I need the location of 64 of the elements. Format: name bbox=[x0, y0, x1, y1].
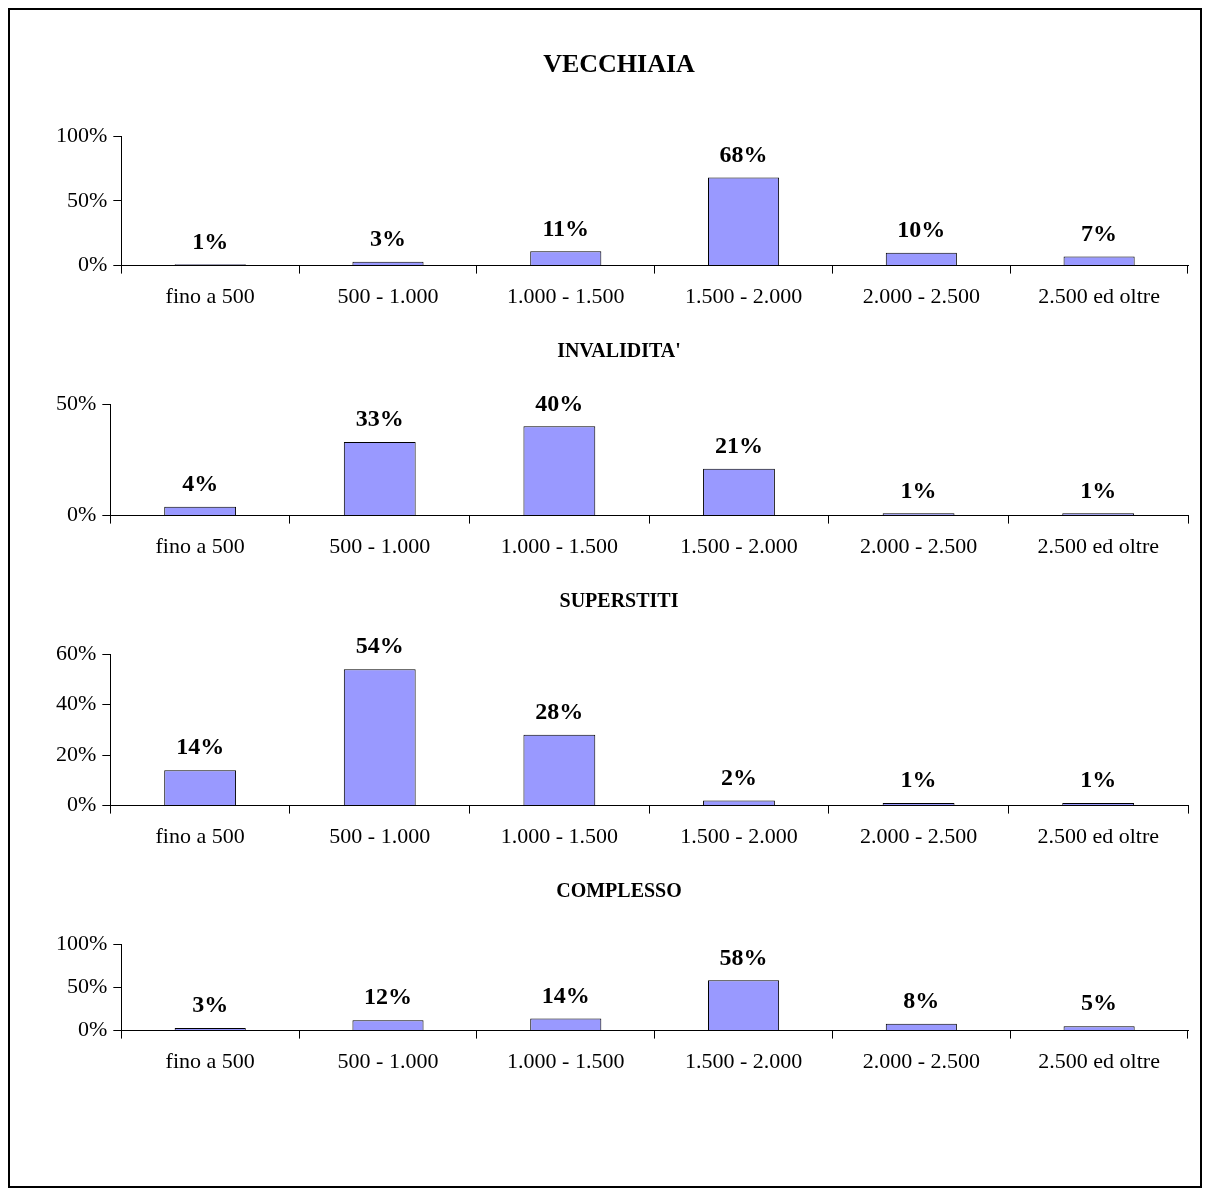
chart-title: COMPLESSO bbox=[556, 879, 682, 902]
chart-title: SUPERSTITI bbox=[559, 589, 679, 612]
x-tick-label: fino a 500 bbox=[165, 1047, 255, 1073]
x-tick-label: 2.500 ed oltre bbox=[1037, 532, 1159, 558]
data-label: 7% bbox=[1081, 219, 1118, 246]
y-tick-label: 0% bbox=[78, 1016, 108, 1042]
data-label: 1% bbox=[900, 476, 937, 503]
x-tick-label: fino a 500 bbox=[155, 822, 245, 848]
x-tick-label: 500 - 1.000 bbox=[337, 1047, 439, 1073]
y-tick-label: 50% bbox=[56, 389, 97, 415]
data-label: 11% bbox=[542, 214, 590, 241]
y-tick-label: 0% bbox=[78, 251, 108, 277]
x-tick-label: 1.000 - 1.500 bbox=[507, 1047, 625, 1073]
x-tick-label: fino a 500 bbox=[155, 532, 245, 558]
y-tick-label: 20% bbox=[56, 740, 97, 766]
x-tick-label: 2.500 ed oltre bbox=[1038, 282, 1160, 308]
chart-title: INVALIDITA' bbox=[557, 339, 681, 362]
y-tick-label: 60% bbox=[56, 639, 97, 665]
x-tick-label: 500 - 1.000 bbox=[329, 822, 431, 848]
x-tick-label: 1.000 - 1.500 bbox=[500, 822, 619, 848]
x-tick-label: 2.500 ed oltre bbox=[1038, 1047, 1160, 1073]
data-label: 28% bbox=[535, 698, 584, 725]
x-tick-label: 1.000 - 1.500 bbox=[500, 532, 619, 558]
x-tick-label: 1.500 - 2.000 bbox=[684, 282, 803, 308]
y-tick-label: 0% bbox=[67, 501, 97, 527]
data-label: 1% bbox=[192, 227, 229, 254]
data-label: 1% bbox=[1080, 766, 1117, 793]
data-label: 3% bbox=[369, 224, 406, 251]
x-tick-label: fino a 500 bbox=[165, 282, 255, 308]
data-label: 4% bbox=[182, 469, 219, 496]
chart-title: VECCHIAIA bbox=[543, 49, 696, 79]
y-tick-label: 0% bbox=[67, 791, 97, 817]
data-label: 8% bbox=[903, 986, 940, 1013]
y-tick-label: 50% bbox=[67, 973, 108, 999]
data-label: 33% bbox=[355, 405, 404, 432]
y-tick-label: 40% bbox=[56, 690, 97, 716]
data-label: 2% bbox=[720, 763, 757, 790]
x-tick-label: 2.000 - 2.500 bbox=[859, 822, 978, 848]
y-tick-label: 100% bbox=[56, 929, 108, 955]
data-label: 21% bbox=[714, 431, 763, 458]
x-tick-label: 2.000 - 2.500 bbox=[862, 1047, 980, 1073]
x-tick-label: 1.500 - 2.000 bbox=[680, 822, 798, 848]
data-label: 3% bbox=[192, 991, 229, 1018]
y-tick-label: 50% bbox=[67, 186, 108, 212]
x-tick-label: 2.500 ed oltre bbox=[1037, 822, 1159, 848]
data-label: 14% bbox=[176, 733, 225, 760]
data-label: 12% bbox=[363, 983, 412, 1010]
data-label: 40% bbox=[535, 389, 584, 416]
data-label: 1% bbox=[900, 766, 937, 793]
data-label: 14% bbox=[541, 981, 590, 1008]
data-label: 68% bbox=[719, 140, 768, 167]
data-label: 58% bbox=[719, 943, 768, 970]
x-tick-label: 500 - 1.000 bbox=[337, 282, 439, 308]
data-label: 1% bbox=[1080, 476, 1117, 503]
x-tick-label: 1.500 - 2.000 bbox=[684, 1047, 803, 1073]
x-tick-label: 1.000 - 1.500 bbox=[507, 282, 625, 308]
data-label: 10% bbox=[897, 215, 946, 242]
data-label: 54% bbox=[355, 632, 404, 659]
data-label: 5% bbox=[1081, 989, 1118, 1016]
x-tick-label: 500 - 1.000 bbox=[329, 532, 431, 558]
x-tick-label: 2.000 - 2.500 bbox=[862, 282, 980, 308]
x-tick-label: 2.000 - 2.500 bbox=[859, 532, 978, 558]
x-tick-label: 1.500 - 2.000 bbox=[680, 532, 798, 558]
y-tick-label: 100% bbox=[56, 121, 108, 147]
